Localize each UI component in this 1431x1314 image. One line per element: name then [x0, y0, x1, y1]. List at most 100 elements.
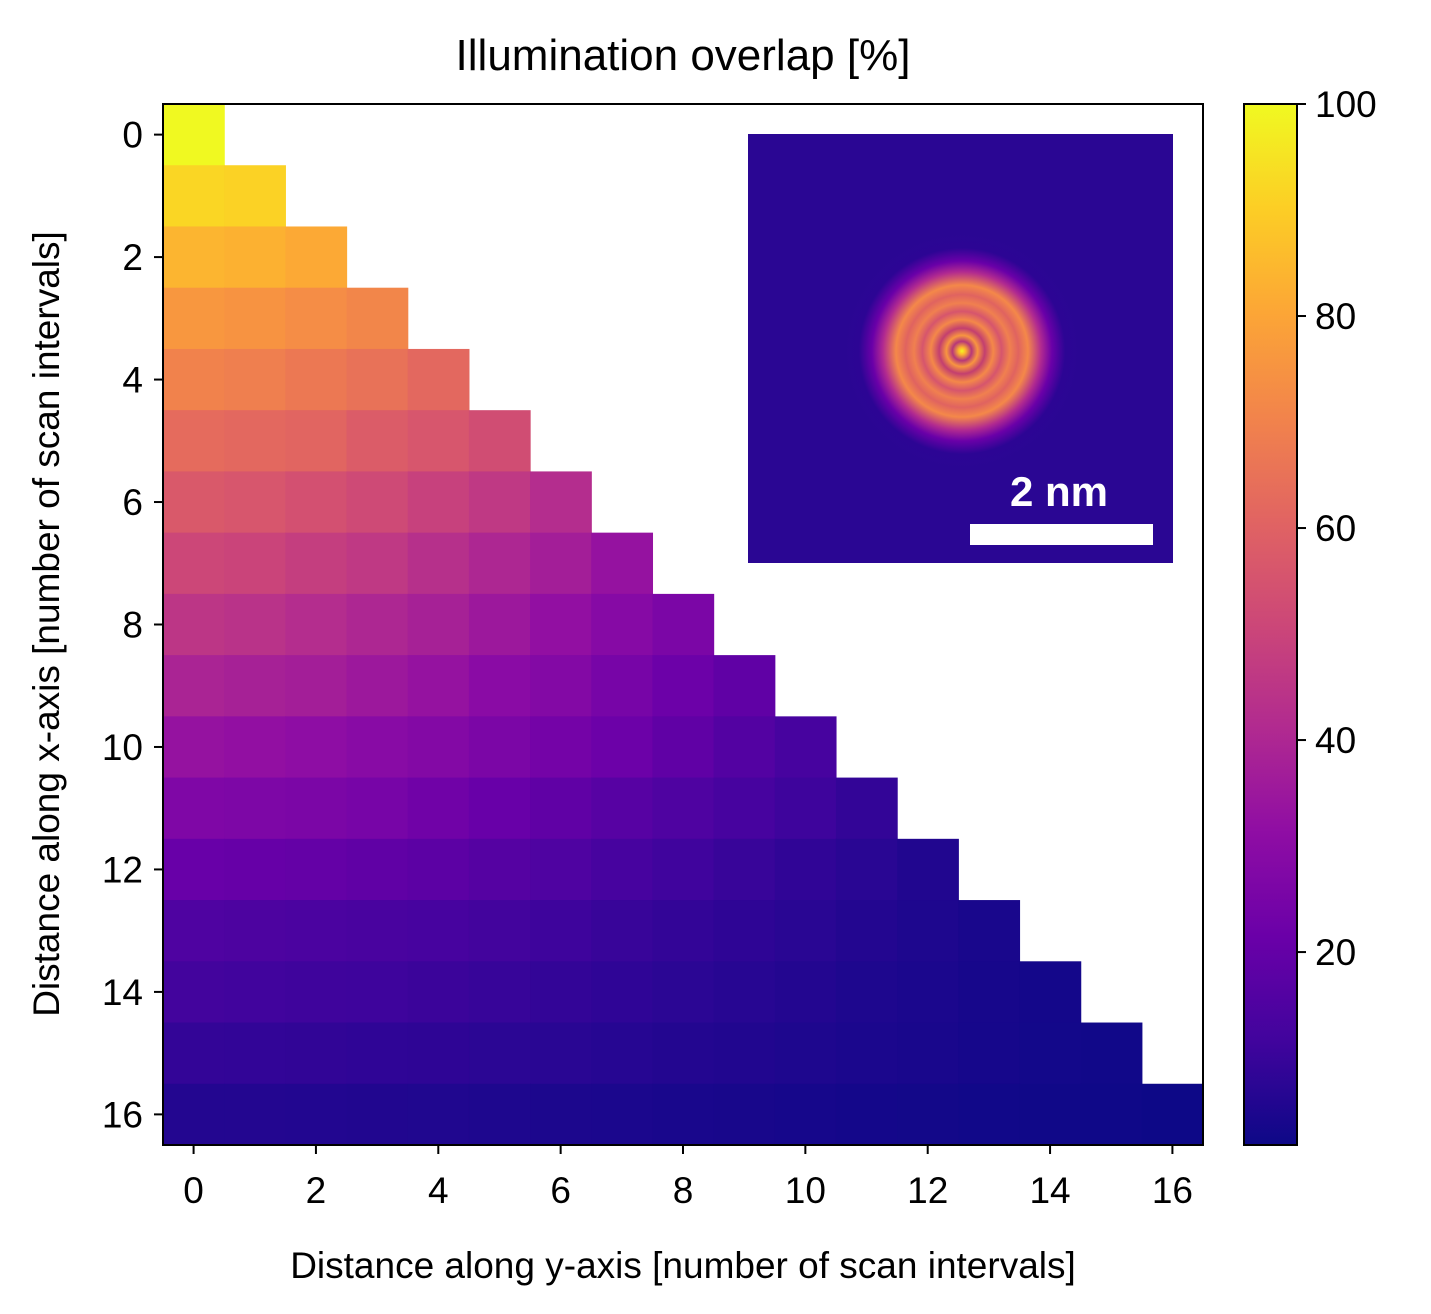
heatmap-cell [713, 716, 776, 779]
heatmap-cell [774, 961, 837, 1024]
heatmap-cell [530, 1083, 592, 1146]
heatmap-cell [1080, 1022, 1143, 1085]
heatmap-cell [346, 532, 409, 595]
heatmap-cell [713, 1022, 776, 1085]
heatmap-cell [163, 1083, 225, 1146]
heatmap-cell [835, 900, 898, 962]
heatmap-cell [591, 716, 654, 779]
heatmap-cell [468, 1083, 531, 1146]
x-axis-ticks: 0 2 4 6 8 10 12 14 16 [183, 1145, 1193, 1211]
heatmap-cell [897, 1022, 959, 1085]
heatmap-cell [163, 777, 225, 840]
x-tick-label: 12 [907, 1170, 948, 1211]
heatmap-cell [468, 410, 531, 473]
heatmap-cell [774, 1083, 837, 1146]
heatmap-cell [224, 900, 286, 962]
heatmap-cell [1019, 1022, 1082, 1085]
heatmap-cell [407, 838, 470, 901]
colorbar-ticks: 20 40 60 80 100 [1297, 84, 1377, 973]
heatmap-cell [224, 593, 286, 656]
heatmap-cell [958, 1022, 1021, 1085]
heatmap-cell [224, 348, 286, 411]
heatmap-cell [163, 471, 225, 534]
heatmap-cell [224, 1083, 286, 1146]
heatmap-cell [530, 1022, 592, 1085]
colorbar-frame [1243, 103, 1298, 1146]
heatmap-cell [591, 838, 654, 901]
chart-title: Illumination overlap [%] [456, 31, 911, 80]
heatmap-cell [591, 532, 654, 595]
heatmap-cell [713, 1083, 776, 1146]
heatmap-cell [224, 226, 286, 289]
heatmap-cell [591, 655, 654, 717]
heatmap-cell [163, 165, 225, 228]
heatmap-cell [285, 226, 348, 289]
heatmap-cell [591, 777, 654, 840]
heatmap-cell [285, 1083, 348, 1146]
x-tick-label: 14 [1029, 1170, 1070, 1211]
heatmap-cell [407, 716, 470, 779]
heatmap-cell [346, 900, 409, 962]
y-tick-label: 8 [122, 605, 143, 646]
heatmap-cell [652, 1022, 715, 1085]
heatmap-cell [713, 838, 776, 901]
heatmap-cell [285, 777, 348, 840]
heatmap-cell [407, 1083, 470, 1146]
heatmap-cell [224, 410, 286, 473]
y-tick-label: 6 [122, 482, 143, 523]
heatmap-cell [468, 900, 531, 962]
heatmap-cell [346, 593, 409, 656]
heatmap-cell [163, 532, 225, 595]
heatmap-cell [285, 471, 348, 534]
heatmap-cell [224, 777, 286, 840]
y-tick-label: 12 [102, 849, 143, 890]
heatmap-cell [530, 471, 592, 534]
heatmap-cells [163, 104, 1204, 1146]
heatmap-cell [224, 961, 286, 1024]
heatmap-cell [774, 838, 837, 901]
y-tick-label: 4 [122, 360, 143, 401]
heatmap-cell [774, 1022, 837, 1085]
heatmap-cell [835, 777, 898, 840]
heatmap-cell [530, 593, 592, 656]
heatmap-cell [1080, 1083, 1143, 1146]
heatmap-cell [713, 900, 776, 962]
heatmap-cell [285, 348, 348, 411]
colorbar-tick-label: 100 [1315, 84, 1377, 125]
heatmap-cell [407, 348, 470, 411]
x-tick-label: 2 [306, 1170, 327, 1211]
heatmap-cell [224, 532, 286, 595]
heatmap-cell [468, 716, 531, 779]
heatmap-cell [224, 1022, 286, 1085]
x-axis-label: Distance along y-axis [number of scan in… [290, 1245, 1076, 1286]
inset-probe-image: 2 nm [748, 134, 1173, 563]
heatmap-cell [530, 838, 592, 901]
heatmap-cell [346, 777, 409, 840]
heatmap-cell [346, 287, 409, 350]
heatmap-cell [1019, 961, 1082, 1024]
heatmap-cell [652, 900, 715, 962]
heatmap-cell [468, 1022, 531, 1085]
heatmap-cell [163, 655, 225, 717]
heatmap-cell [346, 1083, 409, 1146]
heatmap-cell [224, 655, 286, 717]
heatmap-cell [591, 961, 654, 1024]
heatmap-cell [407, 471, 470, 534]
heatmap-cell [407, 655, 470, 717]
heatmap-cell [468, 593, 531, 656]
heatmap-cell [774, 900, 837, 962]
heatmap-cell [346, 471, 409, 534]
heatmap-cell [468, 961, 531, 1024]
heatmap-cell [652, 961, 715, 1024]
heatmap-cell [163, 104, 225, 166]
heatmap-cell [224, 287, 286, 350]
heatmap-cell [958, 1083, 1021, 1146]
heatmap-cell [468, 471, 531, 534]
heatmap-cell [163, 287, 225, 350]
heatmap-cell [163, 348, 225, 411]
heatmap-cell [285, 287, 348, 350]
heatmap-cell [591, 900, 654, 962]
heatmap-cell [835, 838, 898, 901]
heatmap-cell [652, 777, 715, 840]
